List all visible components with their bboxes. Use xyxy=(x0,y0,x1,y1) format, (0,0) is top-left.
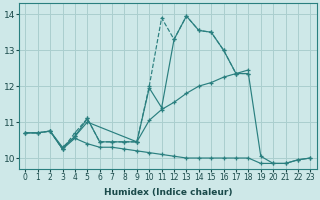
X-axis label: Humidex (Indice chaleur): Humidex (Indice chaleur) xyxy=(104,188,232,197)
